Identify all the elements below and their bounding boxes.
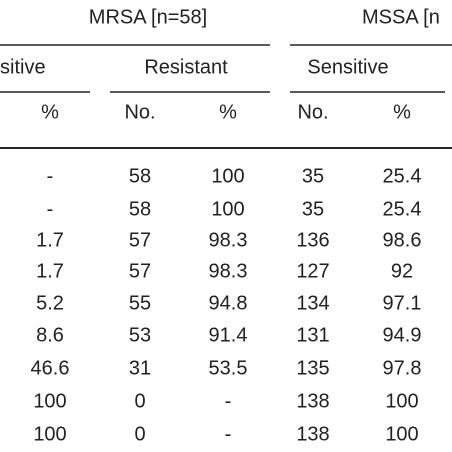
cell: - <box>47 198 54 220</box>
cell: 1.7 <box>36 260 64 282</box>
cell: 92 <box>391 260 413 282</box>
group-header: MSSA [n <box>362 6 440 28</box>
column-header: % <box>219 101 237 123</box>
column-header: % <box>41 101 59 123</box>
cell: 98.3 <box>209 260 248 282</box>
cell: 135 <box>296 357 329 379</box>
cell: 91.4 <box>209 324 248 346</box>
cell: 25.4 <box>383 198 422 220</box>
cell: 134 <box>296 292 329 314</box>
cell: 57 <box>129 229 151 251</box>
column-header: % <box>393 101 411 123</box>
cell: 100 <box>385 423 418 445</box>
sub-header: sitive <box>0 56 46 78</box>
cell: 53 <box>129 324 151 346</box>
cell: 8.6 <box>36 324 64 346</box>
cell: 100 <box>211 198 244 220</box>
cell: 5.2 <box>36 292 64 314</box>
cell: 35 <box>302 165 324 187</box>
cell: - <box>225 423 232 445</box>
cell: 100 <box>385 390 418 412</box>
cell: 131 <box>296 324 329 346</box>
cell: 31 <box>129 357 151 379</box>
cell: 100 <box>33 423 66 445</box>
cell: 127 <box>296 260 329 282</box>
cell: 100 <box>211 165 244 187</box>
cell: 97.1 <box>383 292 422 314</box>
cell: 58 <box>129 165 151 187</box>
cell: 138 <box>296 423 329 445</box>
cell: 46.6 <box>31 357 70 379</box>
cell: 25.4 <box>383 165 422 187</box>
column-header: No. <box>297 101 328 123</box>
cell: 136 <box>296 229 329 251</box>
cell: 0 <box>134 423 145 445</box>
cell: 55 <box>129 292 151 314</box>
group-header: MRSA [n=58] <box>89 6 207 28</box>
cell: 94.8 <box>209 292 248 314</box>
cell: 138 <box>296 390 329 412</box>
cell: - <box>47 165 54 187</box>
cell: 53.5 <box>209 357 248 379</box>
cell: 1.7 <box>36 229 64 251</box>
column-header: No. <box>124 101 155 123</box>
sub-header: Sensitive <box>307 56 388 78</box>
cell: 100 <box>33 390 66 412</box>
cell: 58 <box>129 198 151 220</box>
cell: - <box>225 390 232 412</box>
cell: 98.6 <box>383 229 422 251</box>
cell: 94.9 <box>383 324 422 346</box>
cell: 35 <box>302 198 324 220</box>
cell: 98.3 <box>209 229 248 251</box>
sub-header: Resistant <box>144 56 228 78</box>
cell: 0 <box>134 390 145 412</box>
cell: 97.8 <box>383 357 422 379</box>
cell: 57 <box>129 260 151 282</box>
